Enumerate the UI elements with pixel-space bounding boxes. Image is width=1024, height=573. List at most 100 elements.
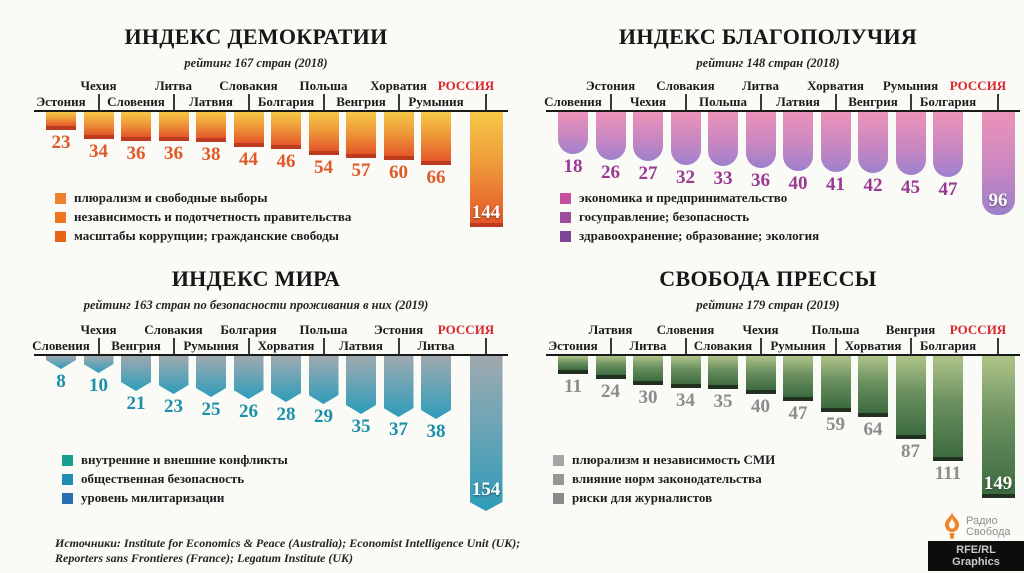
chart-title: ИНДЕКС БЛАГОПОЛУЧИЯ: [618, 24, 918, 49]
bar-value: 32: [676, 167, 695, 188]
legend-label: здравоохранение; образование; экология: [579, 228, 820, 243]
bar: [469, 112, 503, 227]
bar: [820, 112, 851, 172]
label-tick: [322, 94, 325, 110]
legend-swatch: [553, 492, 564, 504]
label-tick: [997, 94, 999, 110]
bar-value: 47: [938, 179, 958, 200]
legend-label: госуправление; безопасность: [579, 209, 750, 224]
bar: [895, 356, 926, 439]
country-label: Болгария: [919, 338, 977, 353]
country-label: Хорватия: [844, 338, 902, 353]
axis-baseline: [34, 110, 508, 112]
bar-value: 40: [751, 396, 770, 417]
credit-bar: RFE/RL Graphics: [928, 541, 1024, 571]
bar-value-highlight: 96: [988, 190, 1008, 211]
country-label: Латвия: [339, 338, 383, 353]
country-label: Латвия: [776, 94, 820, 109]
label-tick: [909, 94, 912, 110]
country-label: Румыния: [183, 338, 239, 353]
bar-value: 36: [164, 143, 183, 164]
legend-item: плюрализм и независимость СМИ: [553, 452, 775, 468]
bar-value: 35: [351, 416, 371, 437]
bar-value: 41: [826, 174, 845, 195]
bar: [933, 112, 963, 177]
axis-baseline: [546, 110, 1020, 112]
label-tick: [759, 94, 762, 110]
country-label: Хорватия: [370, 78, 427, 93]
bar: [159, 356, 189, 394]
label-tick: [397, 94, 400, 110]
bar: [558, 112, 588, 154]
bar: [196, 112, 226, 142]
chart-democracy-index: ИНДЕКС ДЕМОКРАТИИ рейтинг 167 стран (2018…: [0, 0, 512, 250]
bar: [308, 112, 339, 155]
country-label: Словакия: [693, 338, 753, 353]
bar: [271, 112, 301, 149]
bar-value: 66: [426, 167, 446, 188]
country-label: Эстония: [373, 322, 424, 337]
country-label: Хорватия: [807, 78, 864, 93]
label-tick: [97, 338, 100, 354]
label-tick: [997, 338, 999, 354]
bar-value: 36: [126, 143, 146, 164]
country-label: Венгрия: [885, 322, 936, 337]
country-label: Польша: [811, 322, 860, 337]
country-label: Болгария: [257, 94, 315, 109]
bar: [595, 112, 626, 160]
legend-swatch: [55, 211, 66, 223]
bar-value: 10: [89, 375, 108, 396]
rferl-logo: Радио Свобода RFE/RL Graphics: [928, 512, 1024, 571]
country-label: Словения: [107, 94, 165, 109]
bar-value: 87: [901, 441, 920, 462]
chart-prosperity-index: ИНДЕКС БЛАГОПОЛУЧИЯ рейтинг 148 стран (20…: [512, 0, 1024, 250]
country-label: Чехия: [629, 94, 667, 109]
country-label: Литва: [417, 338, 455, 353]
legend-swatch: [553, 473, 564, 485]
bar-value: 46: [276, 151, 296, 172]
label-tick: [397, 338, 400, 354]
bar-value-highlight: 144: [471, 202, 501, 223]
bar: [633, 112, 663, 161]
legend-label: влияние норм законодательства: [572, 471, 762, 486]
bar-value: 38: [201, 144, 221, 165]
bar: [858, 112, 888, 173]
bar: [383, 112, 414, 160]
bar: [421, 356, 451, 419]
label-tick: [485, 338, 487, 354]
country-label: Словакия: [656, 78, 715, 93]
label-tick: [485, 94, 487, 110]
bar-value: 26: [601, 162, 620, 183]
legend-item: госуправление; безопасность: [560, 209, 749, 225]
bar-value: 23: [164, 396, 183, 417]
legend-label: масштабы коррупции; гражданские свободы: [74, 228, 339, 243]
bar-value: 36: [751, 170, 770, 191]
country-label: Словения: [656, 322, 715, 337]
torch-icon: [945, 512, 959, 539]
legend-label: независимость и подотчетность правительс…: [74, 209, 352, 224]
legend-swatch: [62, 473, 73, 485]
label-tick: [322, 338, 325, 354]
chart-subtitle: рейтинг 179 стран (2019): [696, 298, 840, 312]
label-tick: [609, 94, 612, 110]
label-tick: [834, 338, 837, 354]
bar: [745, 356, 776, 394]
legend-label: риски для журналистов: [572, 490, 713, 505]
brand-text: Радио Свобода: [966, 512, 1011, 538]
country-label: Польша: [299, 78, 348, 93]
bar: [981, 112, 1015, 215]
country-label: Венгрия: [848, 94, 898, 109]
label-tick: [97, 94, 100, 110]
brand-line2: Свобода: [966, 526, 1011, 538]
legend-swatch: [560, 211, 571, 223]
bar-value: 34: [89, 141, 108, 162]
bar: [981, 356, 1015, 498]
label-tick: [172, 94, 175, 110]
country-label: РОССИЯ: [437, 78, 495, 93]
label-tick: [609, 338, 612, 354]
bar-value: 54: [314, 157, 333, 178]
bar-value: 35: [713, 391, 733, 412]
legend-swatch: [62, 454, 73, 466]
country-label: Эстония: [585, 78, 636, 93]
axis-baseline: [34, 354, 508, 356]
